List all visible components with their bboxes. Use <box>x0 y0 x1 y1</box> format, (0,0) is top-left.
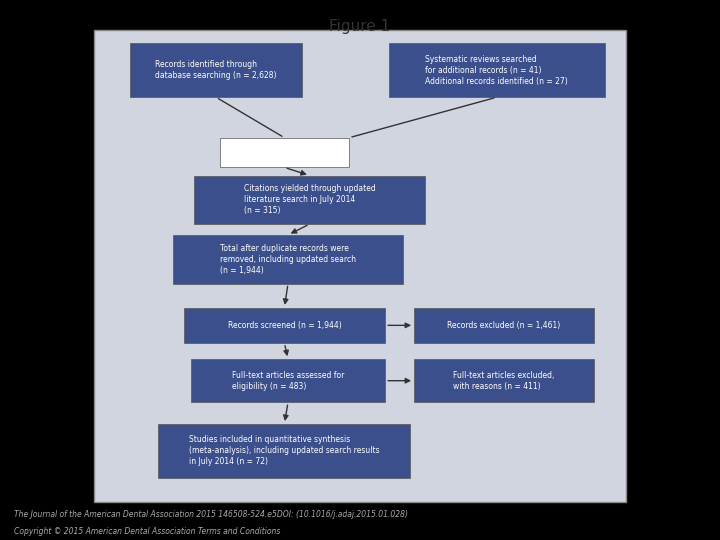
FancyBboxPatch shape <box>191 359 385 402</box>
Text: Total after duplicate records were
removed, including updated search
(n = 1,944): Total after duplicate records were remov… <box>220 244 356 275</box>
FancyBboxPatch shape <box>220 138 349 167</box>
Text: The Journal of the American Dental Association 2015 146508-524.e5DOI: (10.1016/j: The Journal of the American Dental Assoc… <box>14 510 408 519</box>
Text: Studies included in quantitative synthesis
(meta-analysis), including updated se: Studies included in quantitative synthes… <box>189 435 379 467</box>
Text: Copyright © 2015 American Dental Association Terms and Conditions: Copyright © 2015 American Dental Associa… <box>14 526 281 536</box>
FancyBboxPatch shape <box>173 235 403 284</box>
FancyBboxPatch shape <box>414 308 594 343</box>
Text: Records screened (n = 1,944): Records screened (n = 1,944) <box>228 321 341 330</box>
FancyBboxPatch shape <box>414 359 594 402</box>
FancyBboxPatch shape <box>158 424 410 478</box>
Text: Figure 1: Figure 1 <box>329 19 391 34</box>
FancyBboxPatch shape <box>94 30 626 502</box>
FancyBboxPatch shape <box>389 43 605 97</box>
FancyBboxPatch shape <box>130 43 302 97</box>
Text: Full-text articles assessed for
eligibility (n = 483): Full-text articles assessed for eligibil… <box>232 370 344 391</box>
Text: Systematic reviews searched
for additional records (n = 41)
Additional records i: Systematic reviews searched for addition… <box>426 55 568 86</box>
Text: Records excluded (n = 1,461): Records excluded (n = 1,461) <box>447 321 561 330</box>
Text: Records identified through
database searching (n = 2,628): Records identified through database sear… <box>156 60 276 80</box>
FancyBboxPatch shape <box>184 308 385 343</box>
Text: Full-text articles excluded,
with reasons (n = 411): Full-text articles excluded, with reason… <box>454 370 554 391</box>
Text: Citations yielded through updated
literature search in July 2014
(n = 315): Citations yielded through updated litera… <box>244 184 375 215</box>
FancyBboxPatch shape <box>194 176 425 224</box>
